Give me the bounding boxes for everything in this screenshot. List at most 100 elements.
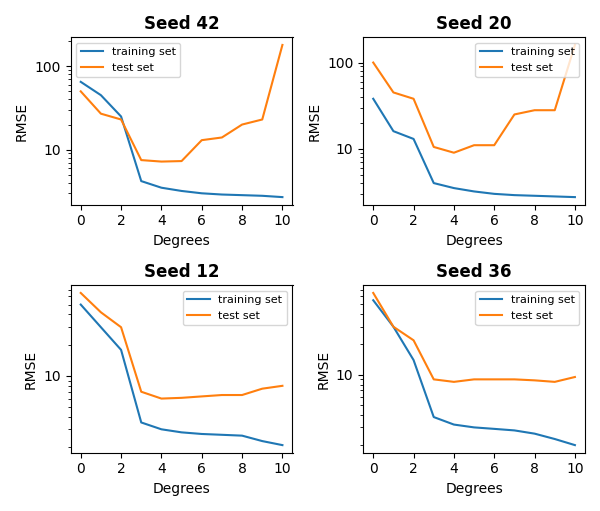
- test set: [238, 392, 245, 398]
- test set: [238, 122, 245, 128]
- training set: [430, 414, 437, 420]
- Line: training set: training set: [81, 305, 283, 445]
- Title: Seed 12: Seed 12: [144, 263, 220, 281]
- test set: [218, 392, 226, 398]
- training set: [571, 194, 578, 200]
- training set: [218, 192, 226, 198]
- test set: [137, 157, 145, 163]
- training set: [158, 184, 165, 191]
- Y-axis label: RMSE: RMSE: [24, 350, 38, 388]
- test set: [531, 107, 538, 113]
- test set: [198, 137, 205, 143]
- test set: [511, 111, 518, 118]
- training set: [390, 323, 397, 330]
- training set: [158, 426, 165, 432]
- test set: [451, 150, 458, 156]
- test set: [410, 337, 417, 343]
- training set: [491, 426, 498, 432]
- training set: [77, 301, 85, 308]
- X-axis label: Degrees: Degrees: [445, 234, 503, 248]
- test set: [178, 395, 185, 401]
- training set: [531, 431, 538, 437]
- training set: [370, 96, 377, 102]
- test set: [118, 117, 125, 123]
- training set: [178, 188, 185, 194]
- Line: training set: training set: [81, 82, 283, 197]
- test set: [470, 376, 478, 382]
- training set: [511, 192, 518, 198]
- test set: [511, 376, 518, 382]
- test set: [259, 386, 266, 392]
- Y-axis label: RMSE: RMSE: [308, 102, 322, 141]
- test set: [77, 88, 85, 95]
- Legend: training set, test set: training set, test set: [475, 291, 580, 326]
- test set: [279, 383, 286, 389]
- training set: [571, 442, 578, 448]
- Line: test set: test set: [81, 293, 283, 399]
- training set: [279, 442, 286, 448]
- X-axis label: Degrees: Degrees: [153, 482, 211, 496]
- training set: [77, 79, 85, 85]
- test set: [551, 107, 559, 113]
- Legend: training set, test set: training set, test set: [475, 43, 580, 77]
- Legend: training set, test set: training set, test set: [183, 291, 287, 326]
- Line: training set: training set: [373, 99, 575, 197]
- test set: [158, 396, 165, 402]
- test set: [430, 144, 437, 150]
- training set: [451, 422, 458, 428]
- training set: [238, 192, 245, 198]
- training set: [178, 429, 185, 435]
- test set: [178, 158, 185, 164]
- training set: [137, 178, 145, 184]
- test set: [97, 309, 104, 315]
- test set: [571, 42, 578, 48]
- test set: [491, 376, 498, 382]
- training set: [198, 431, 205, 437]
- training set: [218, 432, 226, 438]
- test set: [470, 142, 478, 148]
- training set: [259, 193, 266, 199]
- test set: [430, 376, 437, 382]
- Title: Seed 20: Seed 20: [436, 15, 512, 33]
- test set: [218, 134, 226, 141]
- training set: [238, 433, 245, 439]
- training set: [97, 324, 104, 330]
- test set: [279, 42, 286, 48]
- training set: [370, 297, 377, 304]
- test set: [451, 379, 458, 385]
- Line: test set: test set: [81, 45, 283, 161]
- test set: [198, 393, 205, 400]
- Line: training set: training set: [373, 300, 575, 445]
- Legend: training set, test set: training set, test set: [76, 43, 180, 77]
- test set: [77, 290, 85, 296]
- training set: [118, 113, 125, 120]
- test set: [491, 142, 498, 148]
- training set: [259, 438, 266, 444]
- test set: [571, 374, 578, 380]
- test set: [118, 324, 125, 330]
- Line: test set: test set: [373, 293, 575, 382]
- Title: Seed 36: Seed 36: [436, 263, 512, 281]
- Line: test set: test set: [373, 45, 575, 153]
- training set: [551, 436, 559, 442]
- test set: [370, 59, 377, 65]
- training set: [511, 427, 518, 433]
- training set: [451, 185, 458, 191]
- test set: [137, 389, 145, 395]
- X-axis label: Degrees: Degrees: [445, 482, 503, 496]
- test set: [390, 323, 397, 330]
- test set: [370, 290, 377, 296]
- training set: [410, 357, 417, 363]
- X-axis label: Degrees: Degrees: [153, 234, 211, 248]
- test set: [259, 117, 266, 123]
- test set: [390, 89, 397, 96]
- training set: [279, 194, 286, 200]
- test set: [97, 110, 104, 117]
- training set: [551, 193, 559, 199]
- training set: [470, 189, 478, 195]
- training set: [491, 191, 498, 197]
- training set: [410, 136, 417, 142]
- Y-axis label: RMSE: RMSE: [15, 102, 29, 141]
- training set: [198, 190, 205, 196]
- test set: [531, 377, 538, 383]
